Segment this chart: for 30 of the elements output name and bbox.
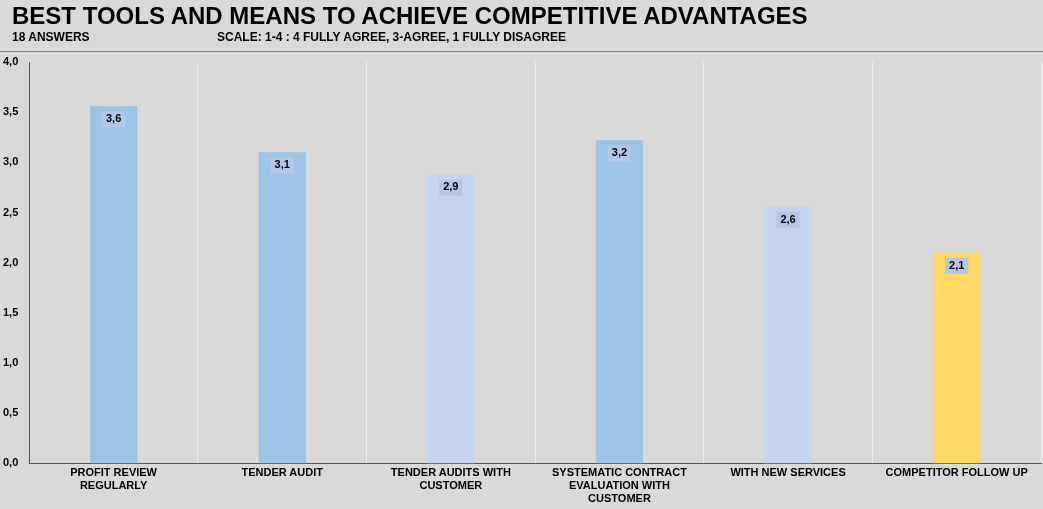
chart-subtitle: 18 ANSWERS xyxy=(12,30,91,44)
x-tick-label: TENDER AUDITS WITH CUSTOMER xyxy=(390,466,511,492)
x-tick-label: TENDER AUDIT xyxy=(241,466,324,479)
text: SCALE: 1-4 : 4 FULLY AGREE, 3-AGREE, 1 FULLY DISAGREE xyxy=(217,30,566,44)
bar xyxy=(595,140,644,464)
chart-title: BEST TOOLS AND MEANS TO ACHIEVE COMPETITIVE ADVANTAGES xyxy=(12,2,809,30)
data-label: 3,1 xyxy=(274,158,290,171)
y-tick-label: 2,0 xyxy=(2,255,19,268)
x-tick-label: PROFIT REVIEW REGULARLY xyxy=(70,466,158,492)
bar xyxy=(427,174,475,464)
y-tick-label: 2,5 xyxy=(2,205,19,218)
bar xyxy=(89,106,138,464)
data-label: 3,6 xyxy=(105,112,122,125)
bar xyxy=(258,152,306,464)
y-tick-label: 3,5 xyxy=(2,105,19,118)
y-tick-label: 0,0 xyxy=(2,456,19,469)
bar xyxy=(764,206,812,464)
y-tick-label: 0,5 xyxy=(2,406,19,419)
data-label: 2,6 xyxy=(780,212,796,225)
y-tick-label: 1,0 xyxy=(2,356,19,369)
y-tick-label: 3,0 xyxy=(2,155,19,168)
x-tick-label: WITH NEW SERVICES xyxy=(730,466,846,479)
y-tick-label: 1,5 xyxy=(2,305,19,318)
x-tick-label: COMPETITOR FOLLOW UP xyxy=(885,466,1028,479)
data-label: 2,9 xyxy=(443,180,459,193)
data-label: 3,2 xyxy=(611,146,628,159)
bar xyxy=(933,252,981,464)
x-tick-label: SYSTEMATIC CONTRACT EVALUATION WITH CUSTOMER xyxy=(552,466,688,505)
data-label: 2,1 xyxy=(949,258,965,271)
y-tick-label: 4,0 xyxy=(2,55,19,68)
